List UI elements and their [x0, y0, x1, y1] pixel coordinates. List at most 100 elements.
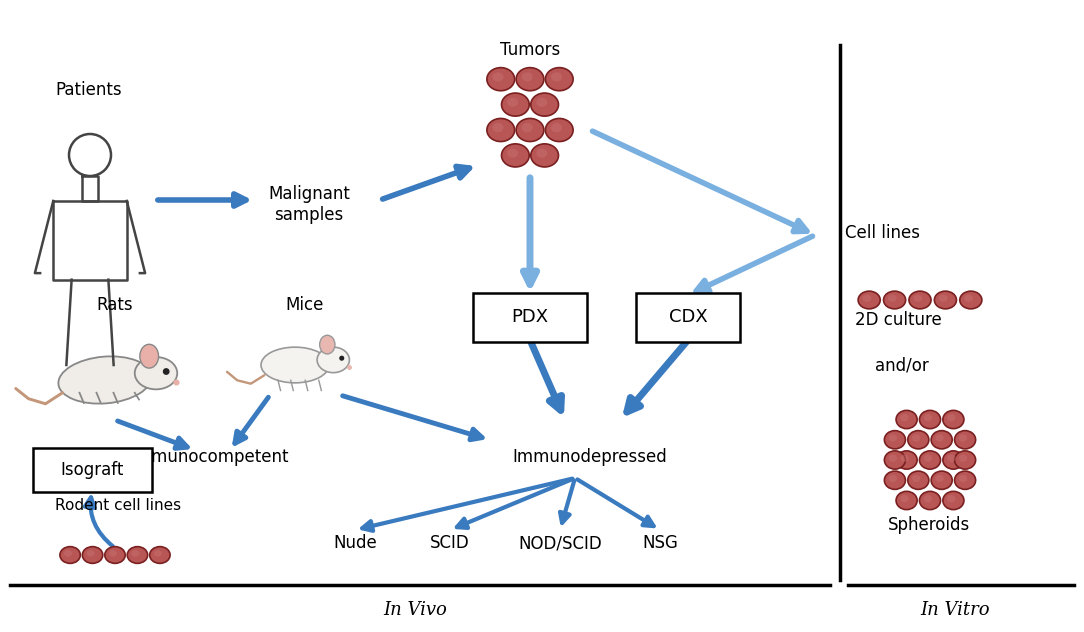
Ellipse shape: [507, 149, 518, 158]
Ellipse shape: [889, 454, 896, 462]
Ellipse shape: [140, 344, 158, 368]
Ellipse shape: [516, 118, 544, 142]
Ellipse shape: [545, 68, 573, 91]
Ellipse shape: [859, 291, 880, 309]
Text: NOD/SCID: NOD/SCID: [518, 534, 602, 552]
Ellipse shape: [931, 430, 952, 449]
Ellipse shape: [919, 410, 941, 428]
Ellipse shape: [958, 434, 967, 442]
Ellipse shape: [896, 451, 917, 469]
Ellipse shape: [935, 475, 944, 482]
Text: Mice: Mice: [286, 296, 324, 314]
Ellipse shape: [901, 495, 908, 502]
Ellipse shape: [59, 356, 152, 404]
Ellipse shape: [885, 451, 905, 469]
Ellipse shape: [885, 471, 905, 489]
Ellipse shape: [507, 98, 518, 107]
Ellipse shape: [914, 295, 922, 301]
Ellipse shape: [320, 335, 335, 354]
Ellipse shape: [883, 291, 905, 309]
Ellipse shape: [943, 451, 964, 469]
Ellipse shape: [909, 291, 931, 309]
Ellipse shape: [318, 347, 349, 373]
Ellipse shape: [492, 123, 503, 132]
Ellipse shape: [502, 93, 529, 116]
Ellipse shape: [502, 144, 529, 167]
Text: PDX: PDX: [512, 308, 549, 326]
Ellipse shape: [934, 291, 956, 309]
Ellipse shape: [531, 93, 558, 116]
Ellipse shape: [134, 357, 178, 389]
Text: Nude: Nude: [333, 534, 377, 552]
Ellipse shape: [60, 547, 80, 563]
Ellipse shape: [127, 547, 147, 563]
FancyBboxPatch shape: [636, 293, 740, 342]
Ellipse shape: [889, 434, 896, 442]
Ellipse shape: [521, 123, 532, 132]
Ellipse shape: [943, 410, 964, 428]
Ellipse shape: [885, 430, 905, 449]
Ellipse shape: [935, 434, 944, 442]
Ellipse shape: [924, 454, 932, 462]
Ellipse shape: [108, 550, 117, 557]
Ellipse shape: [901, 454, 908, 462]
Text: Isograft: Isograft: [61, 461, 124, 479]
Ellipse shape: [537, 149, 547, 158]
Ellipse shape: [958, 454, 967, 462]
Ellipse shape: [82, 547, 103, 563]
FancyBboxPatch shape: [33, 448, 152, 492]
Circle shape: [163, 368, 169, 375]
Ellipse shape: [912, 434, 920, 442]
Text: Tumors: Tumors: [500, 41, 560, 59]
Ellipse shape: [888, 295, 896, 301]
Ellipse shape: [955, 430, 976, 449]
Text: Immunocompetent: Immunocompetent: [131, 448, 289, 466]
Ellipse shape: [487, 68, 515, 91]
Ellipse shape: [545, 118, 573, 142]
Ellipse shape: [64, 550, 73, 557]
Text: Rodent cell lines: Rodent cell lines: [55, 498, 181, 513]
Ellipse shape: [955, 471, 976, 489]
Ellipse shape: [924, 414, 932, 422]
Text: Malignant
samples: Malignant samples: [268, 185, 350, 224]
Ellipse shape: [154, 550, 162, 557]
Ellipse shape: [924, 495, 932, 502]
Ellipse shape: [863, 295, 872, 301]
FancyBboxPatch shape: [473, 293, 588, 342]
Ellipse shape: [105, 547, 125, 563]
Ellipse shape: [907, 430, 929, 449]
Ellipse shape: [955, 451, 976, 469]
Ellipse shape: [947, 414, 955, 422]
Ellipse shape: [907, 471, 929, 489]
Ellipse shape: [87, 550, 94, 557]
Ellipse shape: [531, 144, 558, 167]
Ellipse shape: [939, 295, 947, 301]
Text: Rats: Rats: [96, 296, 133, 314]
Ellipse shape: [919, 491, 941, 509]
Ellipse shape: [919, 451, 941, 469]
Ellipse shape: [261, 347, 330, 383]
Ellipse shape: [492, 72, 503, 82]
Ellipse shape: [551, 123, 562, 132]
Circle shape: [339, 356, 345, 361]
Ellipse shape: [964, 295, 973, 301]
Text: NSG: NSG: [642, 534, 678, 552]
Ellipse shape: [912, 475, 920, 482]
Ellipse shape: [889, 475, 896, 482]
Text: Immunodepressed: Immunodepressed: [513, 448, 668, 466]
Ellipse shape: [901, 414, 908, 422]
Text: CDX: CDX: [669, 308, 708, 326]
Text: and/or: and/or: [875, 356, 929, 374]
Text: SCID: SCID: [430, 534, 469, 552]
Text: 2D culture: 2D culture: [855, 311, 942, 329]
Ellipse shape: [537, 98, 547, 107]
Text: Cell lines: Cell lines: [846, 224, 920, 242]
Ellipse shape: [551, 72, 562, 82]
Text: In Vivo: In Vivo: [383, 601, 447, 619]
Text: In Vitro: In Vitro: [920, 601, 990, 619]
Ellipse shape: [947, 495, 955, 502]
Ellipse shape: [947, 454, 955, 462]
Ellipse shape: [150, 547, 170, 563]
Ellipse shape: [896, 410, 917, 428]
Ellipse shape: [487, 118, 515, 142]
